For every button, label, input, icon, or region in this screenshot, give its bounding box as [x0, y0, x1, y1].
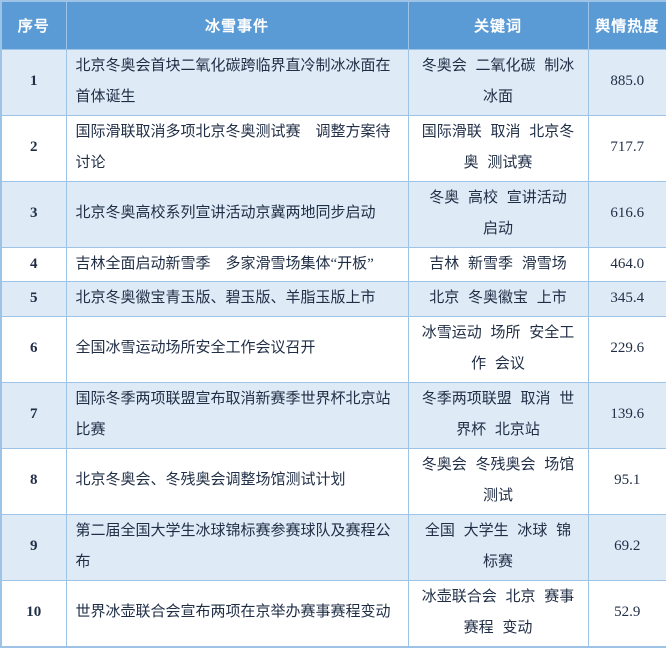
- row-index-cell: 2: [0, 114, 67, 182]
- heat-cell: 717.7: [587, 114, 666, 182]
- keywords-cell: 冬季两项联盟 取消 世界杯 北京站: [407, 381, 589, 449]
- heat-cell: 464.0: [587, 246, 666, 282]
- keywords-cell: 冰雪运动 场所 安全工作 会议: [407, 315, 589, 383]
- row-index-cell: 5: [0, 281, 67, 317]
- heat-cell: 345.4: [587, 281, 666, 317]
- header-row: 序号 冰雪事件 关键词 舆情热度: [0, 0, 666, 50]
- header-heat: 舆情热度: [587, 0, 666, 50]
- row-index-cell: 8: [0, 447, 67, 515]
- heat-cell: 52.9: [587, 579, 666, 647]
- table-row: 8 北京冬奥会、冬残奥会调整场馆测试计划 冬奥会 冬残奥会 场馆测试 95.1: [0, 447, 666, 515]
- keywords-cell: 吉林 新雪季 滑雪场: [407, 246, 589, 282]
- heat-cell: 69.2: [587, 513, 666, 581]
- row-index-cell: 6: [0, 315, 67, 383]
- keywords-cell: 冬奥会 冬残奥会 场馆测试: [407, 447, 589, 515]
- event-cell: 国际冬季两项联盟宣布取消新赛季世界杯北京站比赛: [65, 381, 409, 449]
- keywords-cell: 全国 大学生 冰球 锦标赛: [407, 513, 589, 581]
- table-row: 3 北京冬奥高校系列宣讲活动京冀两地同步启动 冬奥 高校 宣讲活动 启动 616.6: [0, 180, 666, 248]
- row-index-cell: 4: [0, 246, 67, 282]
- table-row: 4 吉林全面启动新雪季 多家滑雪场集体“开板” 吉林 新雪季 滑雪场 464.0: [0, 246, 666, 282]
- keywords-cell: 北京 冬奥徽宝 上市: [407, 281, 589, 317]
- row-index-cell: 10: [0, 579, 67, 647]
- table-header: 序号 冰雪事件 关键词 舆情热度: [0, 0, 666, 50]
- row-index-cell: 9: [0, 513, 67, 581]
- header-index: 序号: [0, 0, 67, 50]
- table-row: 2 国际滑联取消多项北京冬奥测试赛 调整方案待讨论 国际滑联 取消 北京冬奥 测试赛…: [0, 114, 666, 182]
- heat-cell: 229.6: [587, 315, 666, 383]
- table-row: 1 北京冬奥会首块二氧化碳跨临界直冷制冰冰面在首体诞生 冬奥会 二氧化碳 制冰 冰面…: [0, 48, 666, 116]
- heat-cell: 616.6: [587, 180, 666, 248]
- heat-cell: 139.6: [587, 381, 666, 449]
- keywords-cell: 冬奥会 二氧化碳 制冰 冰面: [407, 48, 589, 116]
- row-index-cell: 1: [0, 48, 67, 116]
- heat-cell: 885.0: [587, 48, 666, 116]
- heat-cell: 95.1: [587, 447, 666, 515]
- event-cell: 北京冬奥高校系列宣讲活动京冀两地同步启动: [65, 180, 409, 248]
- row-index-cell: 3: [0, 180, 67, 248]
- event-cell: 国际滑联取消多项北京冬奥测试赛 调整方案待讨论: [65, 114, 409, 182]
- event-cell: 北京冬奥徽宝青玉版、碧玉版、羊脂玉版上市: [65, 281, 409, 317]
- table-row: 5 北京冬奥徽宝青玉版、碧玉版、羊脂玉版上市 北京 冬奥徽宝 上市 345.4: [0, 281, 666, 317]
- table-row: 7 国际冬季两项联盟宣布取消新赛季世界杯北京站比赛 冬季两项联盟 取消 世界杯 北京…: [0, 381, 666, 449]
- header-keywords: 关键词: [407, 0, 589, 50]
- event-cell: 北京冬奥会、冬残奥会调整场馆测试计划: [65, 447, 409, 515]
- table-row: 6 全国冰雪运动场所安全工作会议召开 冰雪运动 场所 安全工作 会议 229.6: [0, 315, 666, 383]
- event-cell: 吉林全面启动新雪季 多家滑雪场集体“开板”: [65, 246, 409, 282]
- row-index-cell: 7: [0, 381, 67, 449]
- event-cell: 世界冰壶联合会宣布两项在京举办赛事赛程变动: [65, 579, 409, 647]
- table-body: 1 北京冬奥会首块二氧化碳跨临界直冷制冰冰面在首体诞生 冬奥会 二氧化碳 制冰 冰面…: [0, 48, 666, 647]
- table-row: 10 世界冰壶联合会宣布两项在京举办赛事赛程变动 冰壶联合会 北京 赛事赛程 变动 5…: [0, 579, 666, 647]
- event-cell: 全国冰雪运动场所安全工作会议召开: [65, 315, 409, 383]
- keywords-cell: 国际滑联 取消 北京冬奥 测试赛: [407, 114, 589, 182]
- event-cell: 第二届全国大学生冰球锦标赛参赛球队及赛程公布: [65, 513, 409, 581]
- table-row: 9 第二届全国大学生冰球锦标赛参赛球队及赛程公布 全国 大学生 冰球 锦标赛 69.2: [0, 513, 666, 581]
- header-event: 冰雪事件: [65, 0, 409, 50]
- opinion-heat-table: 序号 冰雪事件 关键词 舆情热度 1 北京冬奥会首块二氧化碳跨临界直冷制冰冰面在首…: [0, 0, 666, 648]
- keywords-cell: 冬奥 高校 宣讲活动 启动: [407, 180, 589, 248]
- keywords-cell: 冰壶联合会 北京 赛事赛程 变动: [407, 579, 589, 647]
- event-cell: 北京冬奥会首块二氧化碳跨临界直冷制冰冰面在首体诞生: [65, 48, 409, 116]
